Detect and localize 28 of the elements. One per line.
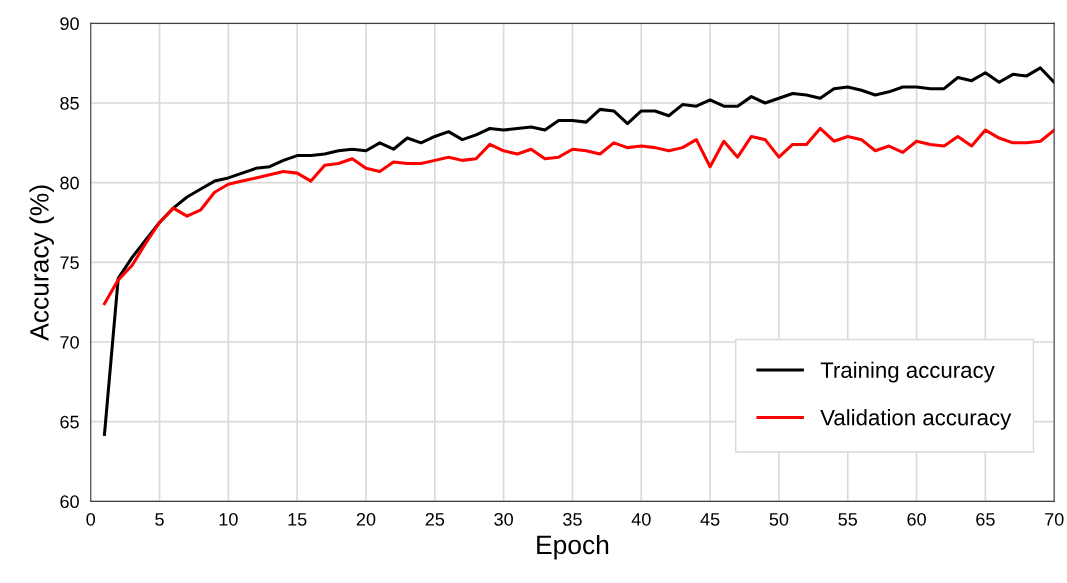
x-tick-label: 10 bbox=[219, 512, 238, 526]
y-axis-title: Accuracy (%) bbox=[29, 185, 54, 341]
x-tick-label: 30 bbox=[494, 512, 513, 526]
x-tick-label: 5 bbox=[155, 513, 164, 526]
x-tick-label: 25 bbox=[425, 512, 445, 526]
x-tick-label: 60 bbox=[907, 512, 926, 526]
x-tick-label: 70 bbox=[1045, 512, 1064, 526]
y-tick-label: 85 bbox=[60, 96, 79, 110]
y-tick-label: 75 bbox=[60, 256, 79, 270]
x-tick-label: 0 bbox=[86, 512, 96, 526]
x-tick-label: 20 bbox=[356, 512, 376, 526]
y-tick-label: 60 bbox=[60, 495, 79, 509]
x-tick-label: 15 bbox=[288, 513, 307, 526]
y-tick-label: 90 bbox=[60, 17, 79, 31]
x-tick-label: 45 bbox=[700, 513, 720, 526]
x-tick-label: 55 bbox=[838, 513, 858, 526]
x-axis-title: Epoch bbox=[537, 534, 609, 560]
x-tick-label: 50 bbox=[769, 512, 789, 526]
x-tick-label: 40 bbox=[631, 512, 651, 526]
line-series bbox=[102, 66, 1055, 436]
legend-label: Validation accuracy bbox=[820, 409, 1012, 430]
line-series bbox=[102, 126, 1055, 306]
y-tick-label: 65 bbox=[60, 415, 79, 429]
y-tick-label: 70 bbox=[60, 335, 79, 349]
x-tick-label: 65 bbox=[976, 512, 995, 526]
x-tick-label: 35 bbox=[563, 512, 582, 526]
legend-label: Training accuracy bbox=[820, 361, 995, 383]
y-tick-label: 80 bbox=[60, 176, 79, 190]
